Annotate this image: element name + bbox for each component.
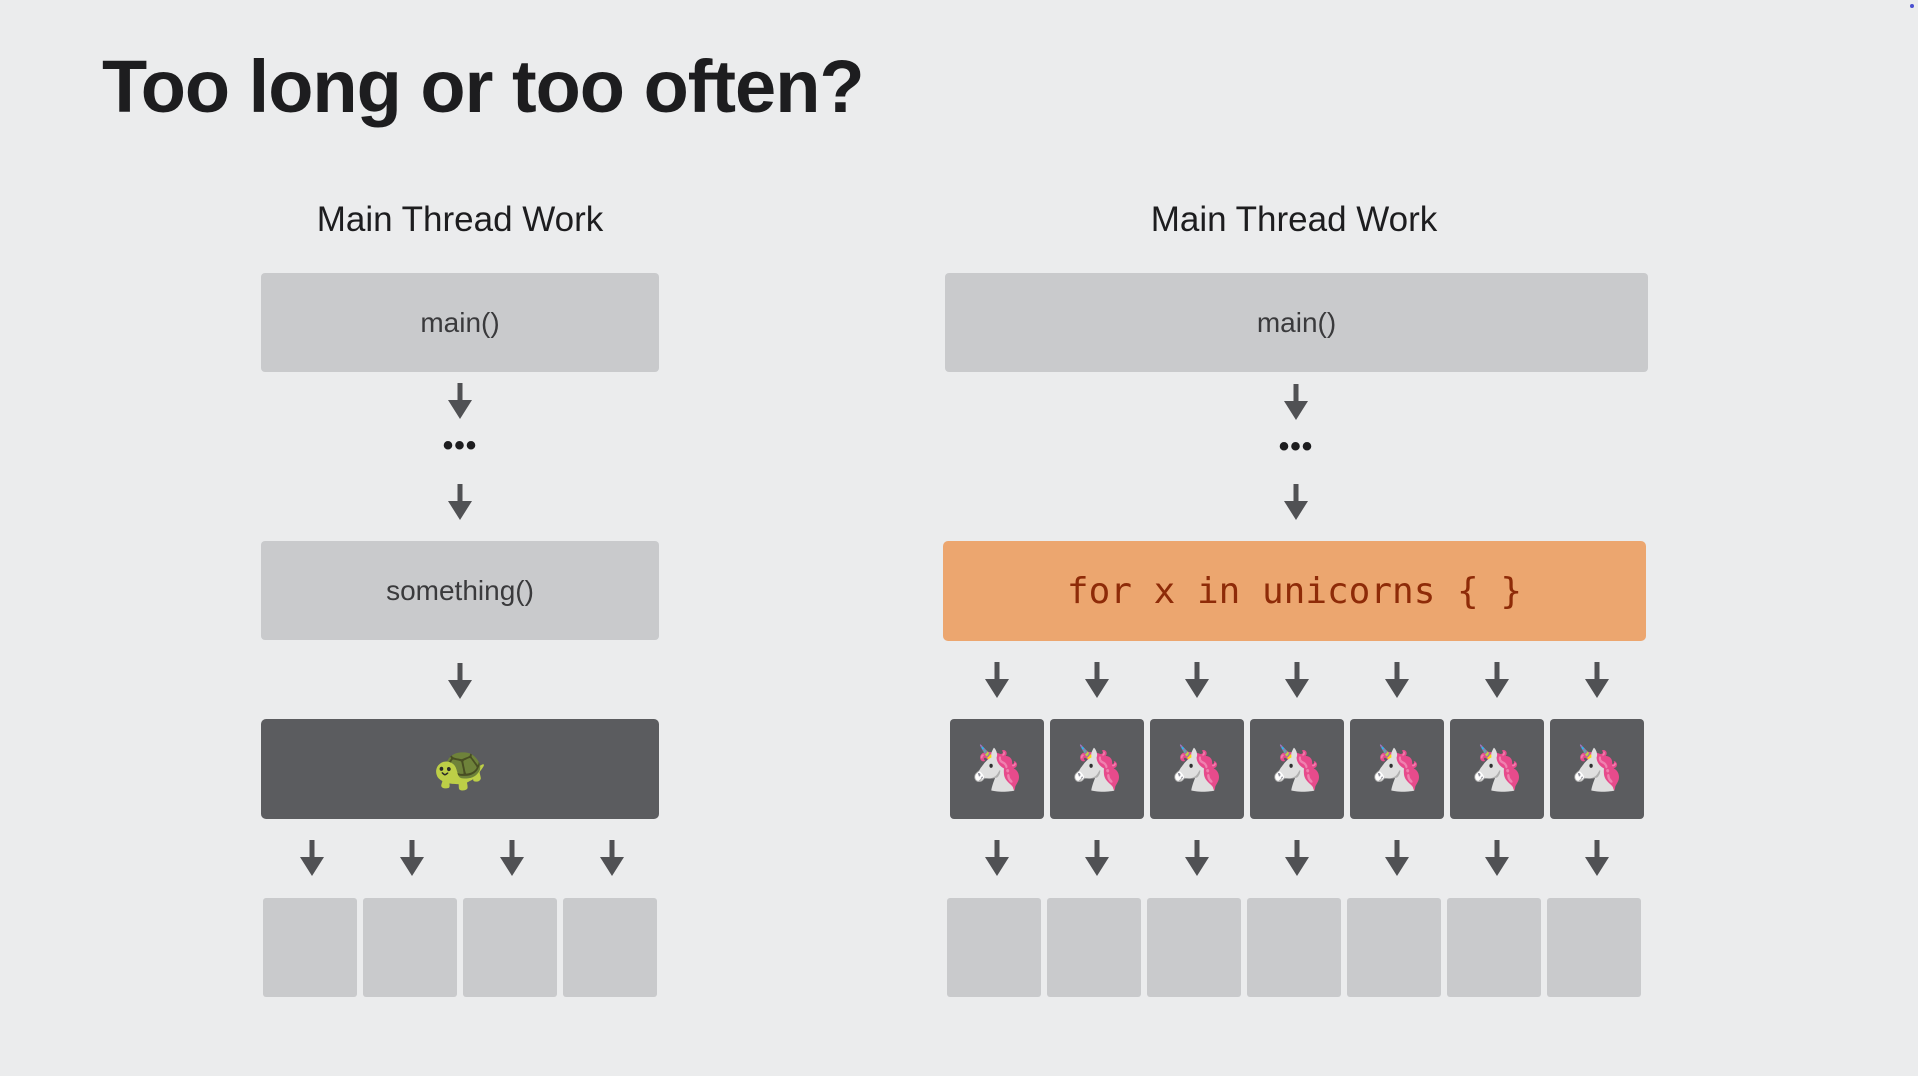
output-slot xyxy=(1247,898,1341,997)
unicorn-cell: 🦄 xyxy=(950,719,1044,819)
unicorn-cell: 🦄 xyxy=(1150,719,1244,819)
unicorn-icon: 🦄 xyxy=(1469,744,1525,793)
unicorn-icon: 🦄 xyxy=(1569,744,1625,793)
arrow-down-icon xyxy=(1385,662,1409,698)
output-slot xyxy=(463,898,557,997)
arrow-down-icon xyxy=(300,840,324,876)
arrow-down-icon xyxy=(1485,662,1509,698)
arrow-down-icon xyxy=(1285,662,1309,698)
left-main-label: main() xyxy=(420,306,500,338)
arrow-down-icon xyxy=(400,840,424,876)
output-slot xyxy=(947,898,1041,997)
arrow-down-icon xyxy=(985,840,1009,876)
right-main-label: main() xyxy=(1256,306,1337,338)
right-diagram-heading: Main Thread Work xyxy=(1150,200,1438,239)
unicorn-cell: 🦄 xyxy=(1050,719,1144,819)
unicorn-icon: 🦄 xyxy=(1269,744,1325,793)
arrow-down-icon xyxy=(500,840,524,876)
left-slow-task-box: 🐢 xyxy=(261,719,659,819)
output-slot xyxy=(1047,898,1141,997)
right-loop-box: for x in unicorns { } xyxy=(943,541,1646,641)
right-ellipsis: ••• xyxy=(1278,430,1314,463)
arrow-down-icon xyxy=(985,662,1009,698)
left-something-label: something() xyxy=(386,574,534,606)
arrow-down-icon xyxy=(1485,840,1509,876)
unicorn-icon: 🦄 xyxy=(1169,744,1225,793)
arrow-down-icon xyxy=(1585,840,1609,876)
arrow-down-icon xyxy=(1085,840,1109,876)
right-main-box: main() xyxy=(945,273,1648,372)
output-slot xyxy=(1447,898,1541,997)
unicorn-cell: 🦄 xyxy=(1450,719,1544,819)
output-slot xyxy=(1147,898,1241,997)
arrow-down-icon xyxy=(1284,484,1308,520)
arrow-down-icon xyxy=(1284,384,1308,420)
unicorn-icon: 🦄 xyxy=(969,744,1025,793)
indicator-dot xyxy=(1910,4,1914,8)
left-main-box: main() xyxy=(261,273,659,372)
right-loop-label: for x in unicorns { } xyxy=(1066,570,1523,612)
slide-title: Too long or too often? xyxy=(102,45,865,128)
unicorn-cell: 🦄 xyxy=(1350,719,1444,819)
output-slot xyxy=(263,898,357,997)
left-something-box: something() xyxy=(261,541,659,640)
arrow-down-icon xyxy=(1585,662,1609,698)
unicorn-cell: 🦄 xyxy=(1250,719,1344,819)
arrow-down-icon xyxy=(1085,662,1109,698)
arrow-down-icon xyxy=(448,383,472,419)
output-slot xyxy=(363,898,457,997)
arrow-down-icon xyxy=(1185,840,1209,876)
turtle-icon: 🐢 xyxy=(432,744,488,793)
arrow-down-icon xyxy=(448,663,472,699)
left-ellipsis: ••• xyxy=(442,429,478,462)
output-slot xyxy=(1347,898,1441,997)
arrow-down-icon xyxy=(448,484,472,520)
output-slot xyxy=(1547,898,1641,997)
output-slot xyxy=(563,898,657,997)
unicorn-cell: 🦄 xyxy=(1550,719,1644,819)
left-diagram-heading: Main Thread Work xyxy=(316,200,604,239)
arrow-down-icon xyxy=(1185,662,1209,698)
unicorn-icon: 🦄 xyxy=(1369,744,1425,793)
arrow-down-icon xyxy=(1285,840,1309,876)
unicorn-icon: 🦄 xyxy=(1069,744,1125,793)
arrow-down-icon xyxy=(600,840,624,876)
arrow-down-icon xyxy=(1385,840,1409,876)
